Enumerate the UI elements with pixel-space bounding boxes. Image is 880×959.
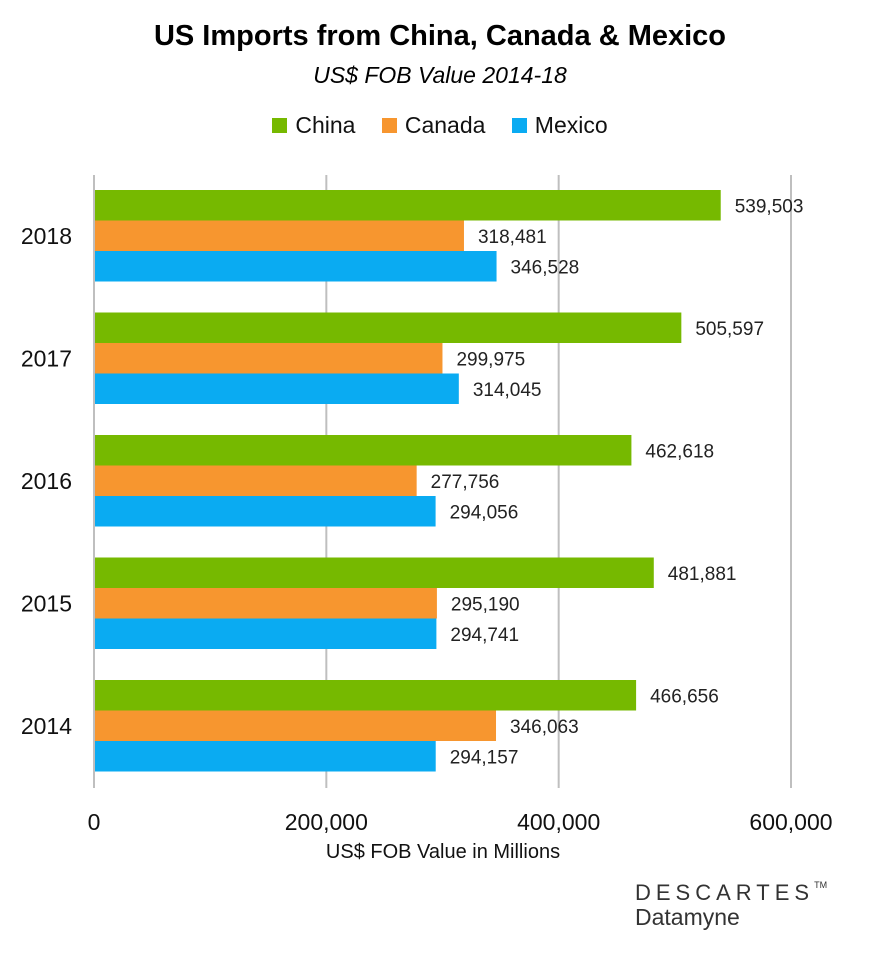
y-tick-label: 2014 bbox=[21, 713, 72, 739]
bar-canada bbox=[95, 465, 417, 496]
bar-canada bbox=[95, 588, 437, 619]
legend-label-mexico: Mexico bbox=[534, 112, 608, 138]
x-tick-label: 600,000 bbox=[749, 809, 832, 835]
bar-mexico bbox=[95, 618, 437, 649]
chart-legend: China Canada Mexico bbox=[0, 112, 880, 139]
bar-china bbox=[95, 312, 682, 343]
bar-canada bbox=[95, 343, 443, 374]
data-label: 277,756 bbox=[431, 472, 500, 493]
legend-item-china: China bbox=[272, 112, 355, 139]
legend-label-canada: Canada bbox=[404, 112, 486, 138]
bar-mexico bbox=[95, 373, 459, 404]
data-label: 346,063 bbox=[510, 717, 579, 738]
bar-mexico bbox=[95, 741, 436, 772]
legend-swatch-china bbox=[272, 118, 288, 133]
data-label: 505,597 bbox=[695, 319, 764, 340]
y-tick-label: 2016 bbox=[21, 468, 72, 494]
data-label: 299,975 bbox=[456, 349, 525, 370]
bar-china bbox=[95, 680, 637, 711]
bar-canada bbox=[95, 220, 464, 251]
chart-subtitle: US$ FOB Value 2014-18 bbox=[313, 62, 567, 88]
data-label: 294,056 bbox=[450, 502, 519, 523]
bar-china bbox=[95, 557, 654, 588]
logo-subtitle: Datamyne bbox=[635, 904, 740, 930]
legend-swatch-canada bbox=[381, 118, 397, 133]
data-label: 294,741 bbox=[450, 625, 519, 646]
y-tick-label: 2018 bbox=[21, 223, 72, 249]
x-axis-label: US$ FOB Value in Millions bbox=[325, 841, 561, 863]
data-label: 295,190 bbox=[451, 594, 520, 615]
data-label: 314,045 bbox=[473, 380, 542, 401]
y-tick-label: 2015 bbox=[21, 590, 72, 616]
data-label: 462,618 bbox=[645, 441, 714, 462]
logo-wordmark: DESCARTESTM bbox=[635, 880, 828, 905]
bar-china bbox=[95, 190, 721, 221]
legend-item-mexico: Mexico bbox=[511, 112, 608, 139]
data-label: 466,656 bbox=[650, 686, 719, 707]
x-tick-label: 0 bbox=[88, 809, 101, 835]
data-label: 318,481 bbox=[478, 227, 547, 248]
data-label: 481,881 bbox=[668, 564, 737, 585]
bar-china bbox=[95, 435, 632, 466]
x-tick-label: 200,000 bbox=[285, 809, 368, 835]
legend-label-china: China bbox=[295, 112, 356, 138]
y-tick-label: 2017 bbox=[21, 345, 72, 371]
bar-mexico bbox=[95, 251, 497, 282]
bar-canada bbox=[95, 710, 497, 741]
chart-title: US Imports from China, Canada & Mexico bbox=[153, 20, 727, 52]
data-label: 346,528 bbox=[511, 257, 580, 278]
legend-swatch-mexico bbox=[511, 118, 527, 133]
x-tick-label: 400,000 bbox=[517, 809, 600, 835]
data-label: 294,157 bbox=[450, 747, 519, 768]
data-label: 539,503 bbox=[735, 196, 804, 217]
descartes-datamyne-logo: DESCARTESTM Datamyne bbox=[635, 880, 855, 931]
bar-mexico bbox=[95, 496, 436, 527]
legend-item-canada: Canada bbox=[381, 112, 486, 139]
